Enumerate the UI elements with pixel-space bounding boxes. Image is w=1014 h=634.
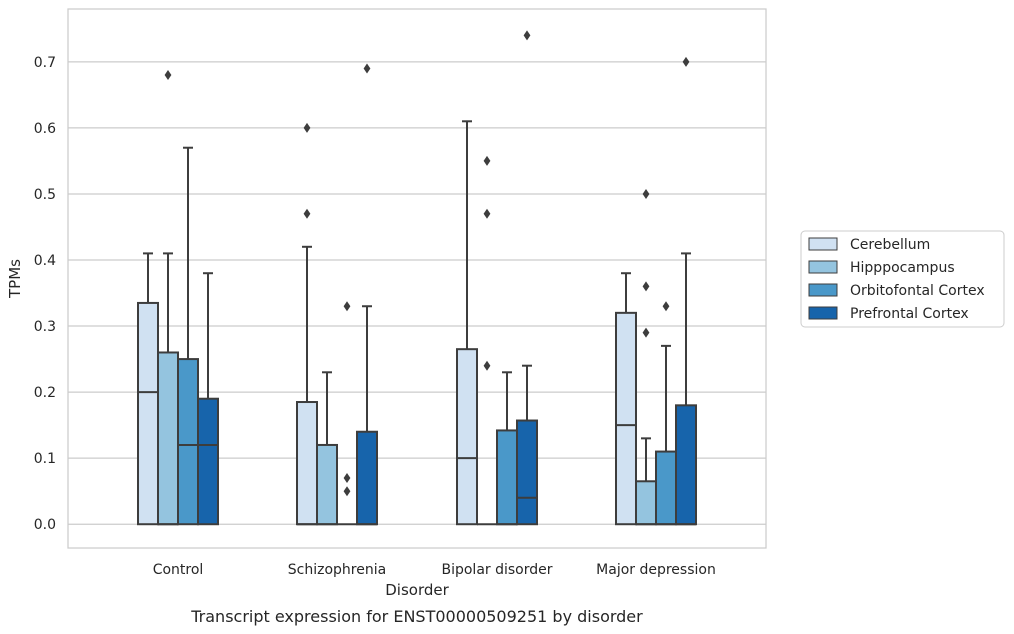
legend-entry: Prefrontal Cortex	[850, 306, 969, 322]
box-cerebellum	[615, 272, 637, 526]
y-tick-label: 0.7	[34, 55, 56, 71]
box-cerebellum	[137, 252, 159, 526]
box-hipppocampus	[477, 155, 497, 526]
outlier-point	[523, 30, 531, 41]
y-tick-labels: 0.0 0.1 0.2 0.3 0.4 0.5 0.6 0.7	[34, 55, 56, 533]
box-body	[177, 358, 199, 526]
x-tick-label: Bipolar disorder	[441, 562, 552, 578]
box-body	[675, 404, 697, 526]
y-tick-label: 0.1	[34, 451, 56, 467]
box-body	[157, 351, 179, 526]
box-body	[655, 450, 677, 526]
boxes	[137, 30, 697, 526]
legend-swatch	[808, 306, 838, 320]
legend: Cerebellum Hipppocampus Orbitofontal Corte…	[800, 230, 1005, 328]
box-prefrontal-cortex	[197, 272, 219, 526]
y-tick-label: 0.3	[34, 319, 56, 335]
outlier-point	[343, 486, 351, 497]
box-body	[316, 443, 338, 526]
plot-frame	[67, 8, 767, 549]
box-prefrontal-cortex	[675, 56, 697, 526]
box-body	[296, 401, 318, 526]
outlier-point	[662, 301, 670, 312]
outlier-point	[303, 122, 311, 133]
legend-swatch	[808, 260, 838, 274]
box-body	[197, 397, 219, 526]
box-orbitofontal-cortex	[655, 301, 677, 526]
outlier-point	[483, 360, 491, 371]
y-axis-label: TPMs	[6, 259, 24, 299]
outlier-point	[642, 327, 650, 338]
x-tick-label: Major depression	[596, 562, 716, 578]
box-body	[635, 480, 657, 526]
box-body	[615, 311, 637, 526]
box-hipppocampus	[157, 70, 179, 526]
outlier-point	[642, 188, 650, 199]
y-tick-label: 0.2	[34, 385, 56, 401]
legend-frame	[800, 230, 1005, 328]
x-tick-label: Schizophrenia	[288, 562, 386, 578]
outlier-point	[483, 155, 491, 166]
x-axis-label: Disorder	[385, 581, 449, 599]
outlier-point	[303, 208, 311, 219]
box-prefrontal-cortex	[516, 30, 538, 526]
outlier-point	[343, 301, 351, 312]
legend-swatch	[808, 237, 838, 251]
box-body	[356, 430, 378, 526]
outlier-point	[642, 281, 650, 292]
box-body	[496, 429, 518, 526]
box-cerebellum	[296, 122, 318, 526]
legend-entry: Cerebellum	[850, 237, 930, 253]
box-orbitofontal-cortex	[177, 146, 199, 526]
box-body	[516, 419, 538, 526]
y-tick-label: 0.6	[34, 121, 56, 137]
outlier-point	[483, 208, 491, 219]
box-body	[137, 301, 159, 526]
box-prefrontal-cortex	[356, 63, 378, 526]
chart-caption: Transcript expression for ENST0000050925…	[190, 607, 643, 626]
box-orbitofontal-cortex	[337, 301, 357, 526]
box-cerebellum	[456, 120, 478, 526]
y-tick-label: 0.0	[34, 517, 56, 533]
x-tick-label: Control	[153, 562, 204, 578]
x-tick-labels: Control Schizophrenia Bipolar disorder Majo…	[153, 562, 716, 578]
outlier-point	[682, 56, 690, 67]
legend-swatch	[808, 283, 838, 297]
y-tick-label: 0.4	[34, 253, 56, 269]
box-body	[456, 348, 478, 526]
outlier-point	[164, 70, 172, 81]
legend-entry: Hipppocampus	[850, 260, 955, 276]
outlier-point	[343, 472, 351, 483]
legend-entry: Orbitofontal Cortex	[850, 283, 985, 299]
box-hipppocampus	[316, 371, 338, 526]
y-tick-label: 0.5	[34, 187, 56, 203]
outlier-point	[363, 63, 371, 74]
